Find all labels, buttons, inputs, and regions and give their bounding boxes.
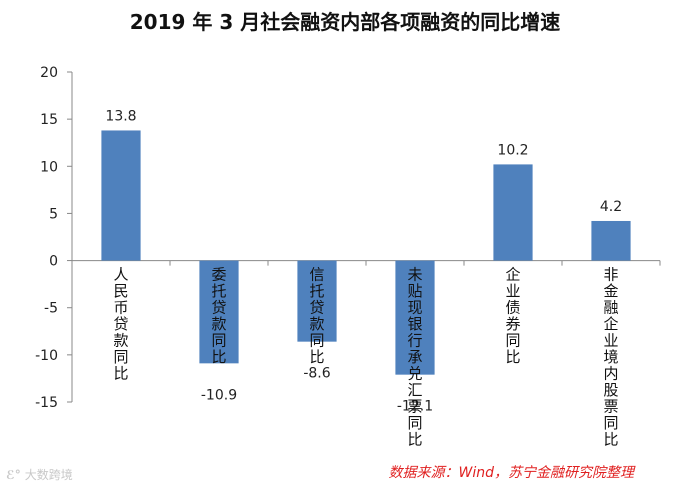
watermark-text: 大数跨境	[24, 468, 73, 482]
bar-layer	[101, 130, 631, 375]
category-label: 委托贷款同比	[211, 266, 226, 367]
y-tick-label: -10	[35, 348, 58, 364]
category-label: 非金融企业境内股票同比	[603, 266, 618, 449]
source-note: 数据来源：Wind，苏宁金融研究院整理	[388, 465, 635, 481]
category-label: 信托贷款同比	[309, 266, 324, 367]
y-tick-label: 0	[49, 254, 58, 270]
bar	[101, 130, 141, 261]
bar	[297, 260, 337, 342]
category-label: 企业债券同比	[505, 266, 520, 367]
y-tick-label: 5	[49, 206, 58, 222]
data-label: 13.8	[105, 108, 136, 124]
bar	[395, 260, 435, 375]
bar	[199, 260, 239, 364]
y-tick-label: 15	[40, 112, 58, 128]
weibo-icon: ℰ°	[6, 468, 21, 482]
data-label: -10.9	[201, 387, 237, 403]
data-label: -8.6	[303, 366, 330, 382]
watermark: ℰ° 大数跨境	[6, 466, 73, 483]
bar	[591, 220, 631, 261]
y-tick-label: -5	[44, 301, 58, 317]
axis-layer: 20 15 10 5 0 -5 -10 -15	[35, 65, 661, 411]
y-tick-label: 10	[40, 159, 58, 175]
category-label: 未贴现银行承兑汇票同比	[407, 266, 422, 449]
chart-title: 2019 年 3 月社会融资内部各项融资的同比增速	[129, 10, 561, 34]
category-label: 人民币贷款同比	[113, 266, 128, 383]
y-tick-label: -15	[35, 395, 58, 411]
data-label: -12.1	[397, 399, 433, 415]
data-label: 10.2	[497, 142, 528, 158]
y-tick-label: 20	[40, 65, 58, 81]
data-label: 4.2	[600, 199, 622, 215]
bar	[493, 164, 533, 261]
